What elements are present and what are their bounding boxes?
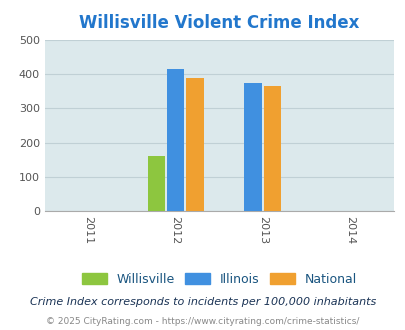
Bar [166,69,184,211]
Bar [244,83,262,211]
Title: Willisville Violent Crime Index: Willisville Violent Crime Index [79,15,358,32]
Bar [147,156,165,211]
Text: Crime Index corresponds to incidents per 100,000 inhabitants: Crime Index corresponds to incidents per… [30,297,375,307]
Text: © 2025 CityRating.com - https://www.cityrating.com/crime-statistics/: © 2025 CityRating.com - https://www.city… [46,317,359,326]
Bar [263,85,281,211]
Legend: Willisville, Illinois, National: Willisville, Illinois, National [78,269,360,289]
Bar [185,79,203,211]
